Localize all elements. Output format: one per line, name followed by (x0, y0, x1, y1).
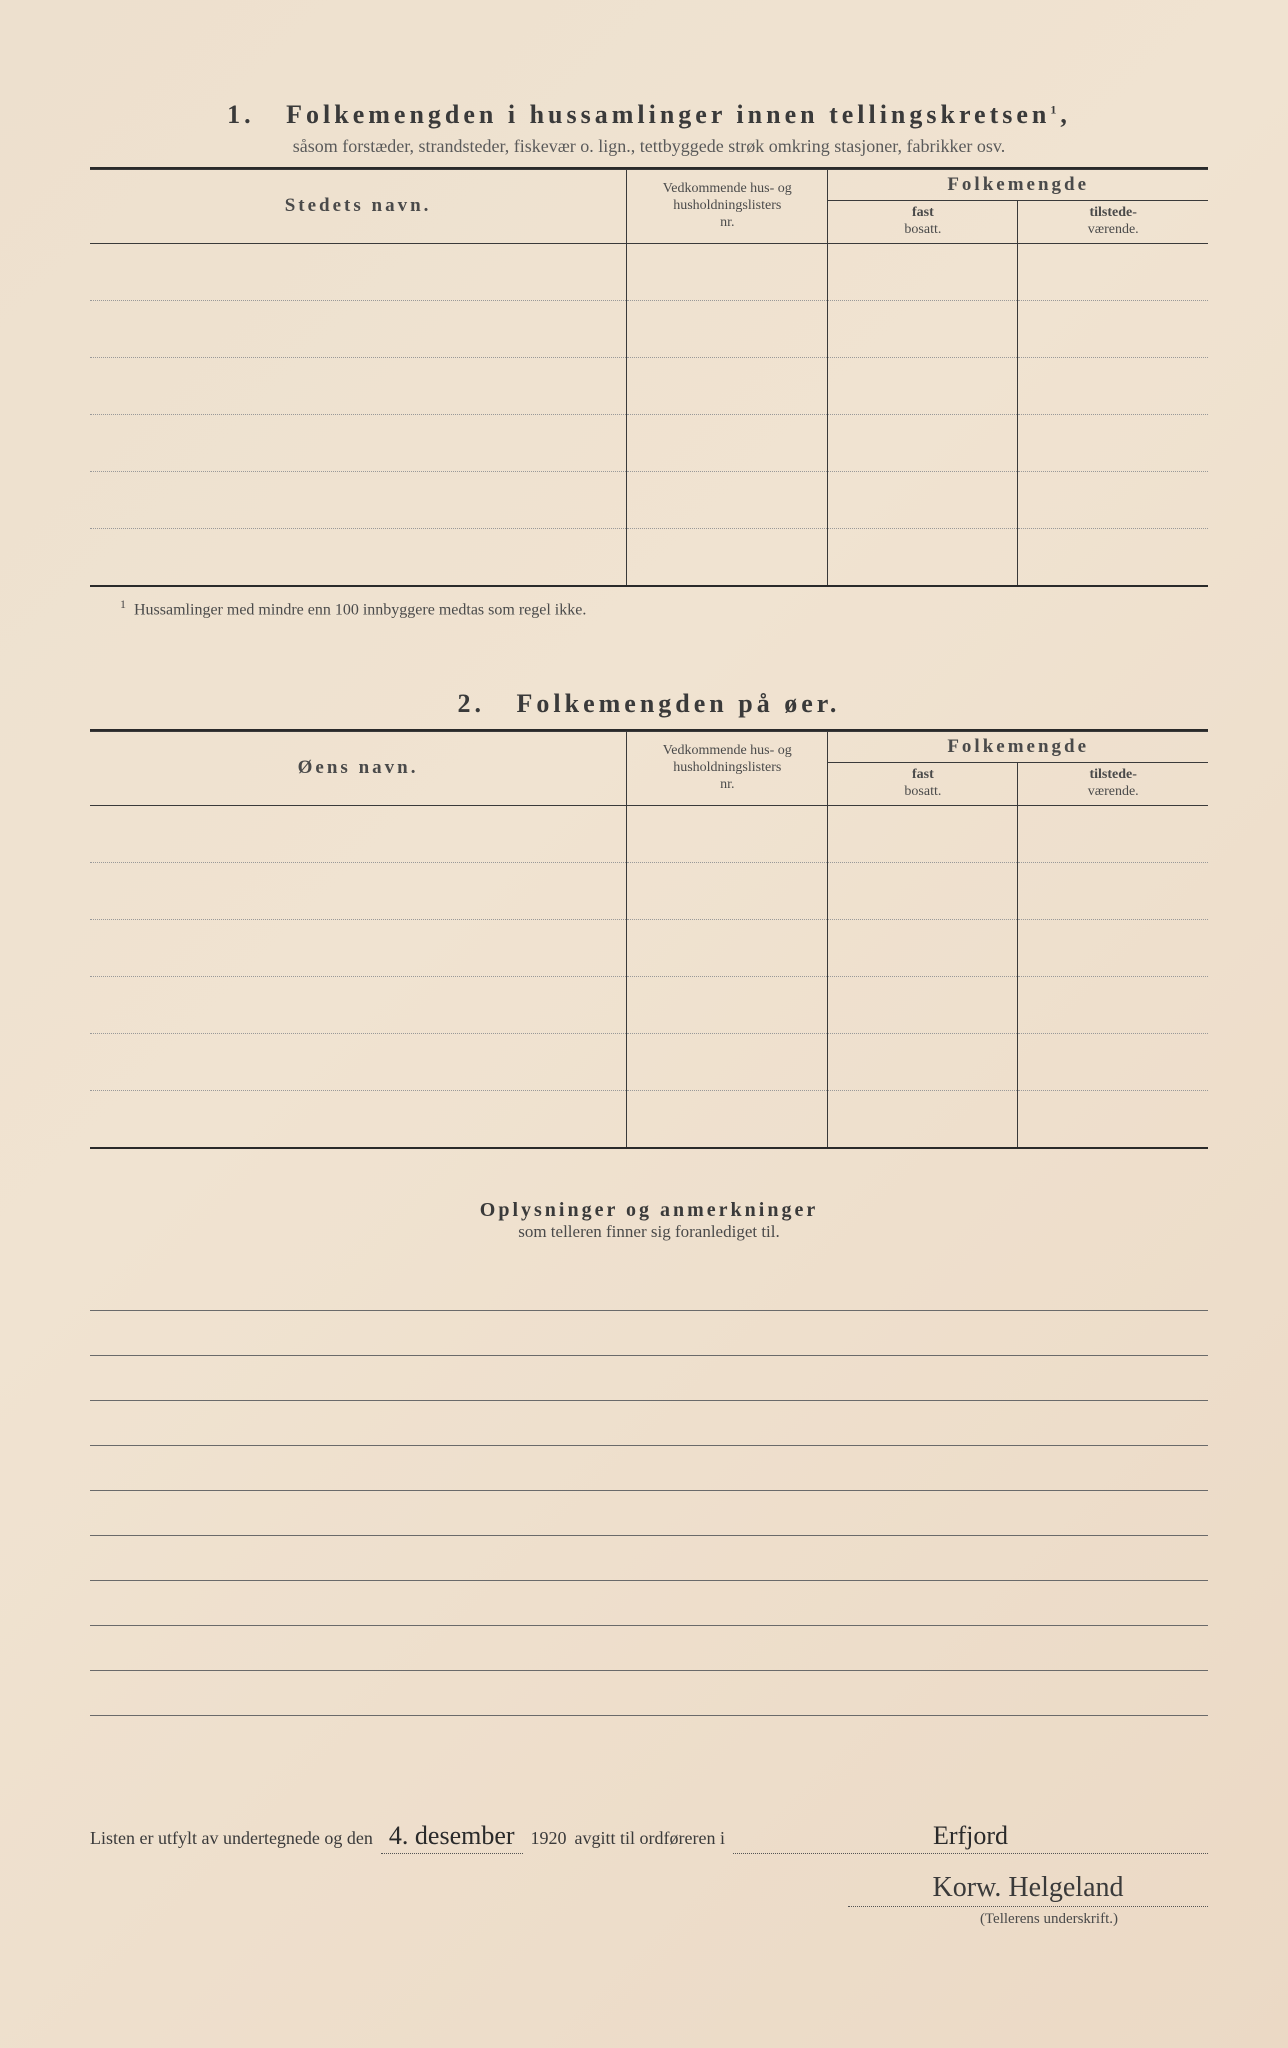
document-page: 1. Folkemengden i hussamlinger innen tel… (0, 0, 1288, 2048)
signature-block: Listen er utfylt av undertegnede og den … (90, 1821, 1208, 1928)
ruled-line (90, 1536, 1208, 1581)
sig-year: 1920 (531, 1828, 567, 1849)
s1-col3a-header: fast bosatt. (828, 201, 1018, 244)
section1-table: Stedets navn. Vedkommende hus- og hushol… (90, 169, 1208, 587)
s1-body (90, 243, 1208, 586)
s2-col2-header: Vedkommende hus- og husholdningslisters … (627, 731, 828, 805)
s2-col3a-header: fast bosatt. (828, 762, 1018, 805)
ruled-line (90, 1266, 1208, 1311)
remarks-title: Oplysninger og anmerkninger (90, 1199, 1208, 1222)
sig-name: Korw. Helgeland (848, 1872, 1208, 1907)
sig-middle: avgitt til ordføreren i (575, 1828, 725, 1849)
s1-col3b-header: tilstede- værende. (1018, 201, 1208, 244)
section1-title-sup: 1 (1050, 102, 1060, 116)
sig-place: Erfjord (733, 1821, 1208, 1854)
sig-prefix: Listen er utfylt av undertegnede og den (90, 1828, 373, 1849)
section2-title: 2. Folkemengden på øer. (90, 689, 1208, 719)
s2-col3b-header: tilstede- værende. (1018, 762, 1208, 805)
section1-footnote: 1 Hussamlinger med mindre enn 100 innbyg… (120, 597, 1208, 619)
footnote-marker: 1 (120, 597, 126, 611)
section2-title-text: Folkemengden på øer. (517, 689, 841, 718)
ruled-line (90, 1356, 1208, 1401)
ruled-line (90, 1311, 1208, 1356)
s1-col3-group-header: Folkemengde (828, 170, 1208, 201)
ruled-line (90, 1671, 1208, 1716)
ruled-line (90, 1401, 1208, 1446)
ruled-line (90, 1626, 1208, 1671)
section1-subtitle: såsom forstæder, strandsteder, fiskevær … (90, 136, 1208, 157)
remarks-subtitle: som telleren finner sig foranlediget til… (90, 1222, 1208, 1242)
footnote-text: Hussamlinger med mindre enn 100 innbygge… (134, 601, 586, 618)
section2-number: 2. (458, 689, 486, 718)
section1-number: 1. (227, 100, 255, 129)
ruled-line (90, 1491, 1208, 1536)
section2-table: Øens navn. Vedkommende hus- og husholdni… (90, 731, 1208, 1149)
s2-body (90, 805, 1208, 1148)
s2-col3-group-header: Folkemengde (828, 731, 1208, 762)
remarks-lines (90, 1266, 1208, 1716)
s1-col1-header: Stedets navn. (90, 170, 627, 244)
s2-col1-header: Øens navn. (90, 731, 627, 805)
ruled-line (90, 1581, 1208, 1626)
ruled-line (90, 1446, 1208, 1491)
s1-col2-header: Vedkommende hus- og husholdningslisters … (627, 170, 828, 244)
sig-date: 4. desember (381, 1821, 523, 1854)
section1-title: 1. Folkemengden i hussamlinger innen tel… (90, 100, 1208, 130)
sig-caption: (Tellerens underskrift.) (90, 1911, 1208, 1928)
section1-title-text: Folkemengden i hussamlinger innen tellin… (286, 100, 1050, 129)
